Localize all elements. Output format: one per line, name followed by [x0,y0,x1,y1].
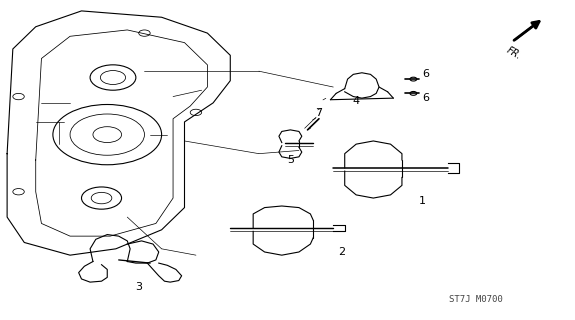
Text: 7: 7 [316,108,323,118]
Text: 3: 3 [135,282,142,292]
Text: FR.: FR. [504,45,523,61]
Text: 2: 2 [338,247,346,257]
Text: ST7J M0700: ST7J M0700 [450,295,503,304]
Text: 5: 5 [287,155,294,165]
Text: 4: 4 [352,96,360,106]
Text: 6: 6 [423,93,430,103]
Text: 1: 1 [419,196,426,206]
Text: 6: 6 [423,69,430,79]
